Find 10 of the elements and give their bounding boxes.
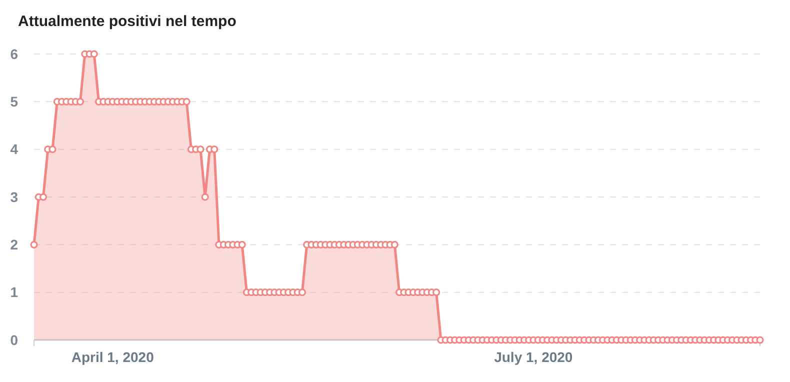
y-tick-label: 1 (10, 284, 18, 300)
y-tick-label: 6 (10, 46, 18, 62)
x-tick-label: April 1, 2020 (71, 349, 154, 365)
y-tick-label: 4 (10, 141, 18, 158)
y-tick-label: 3 (10, 188, 18, 205)
chart-title: Attualmente positivi nel tempo (18, 13, 236, 30)
x-tick-label: July 1, 2020 (494, 349, 573, 365)
y-tick-label: 2 (10, 236, 18, 253)
y-tick-label: 5 (10, 94, 18, 110)
y-tick-label: 0 (10, 332, 18, 348)
